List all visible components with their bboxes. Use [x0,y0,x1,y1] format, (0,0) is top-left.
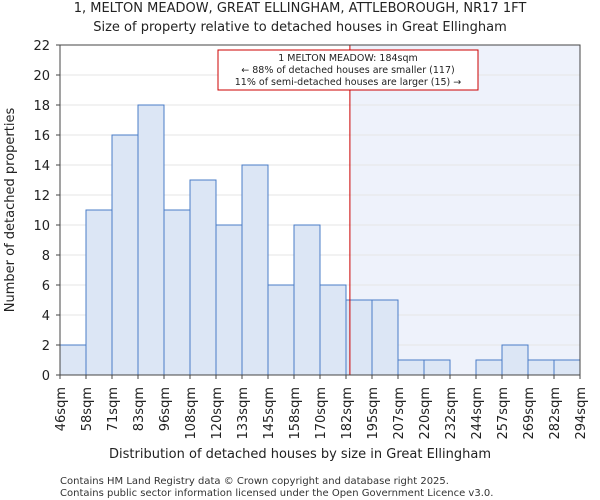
bar-120sqm [215,224,243,376]
x-tick-label: 120sqm [210,387,225,440]
footer-line2: Contains public sector information licen… [60,488,493,499]
x-tick-label: 158sqm [288,387,303,440]
x-tick-label: 83sqm [132,387,147,431]
bar-83sqm [137,104,165,376]
y-tick-label: 8 [42,249,50,264]
bar-257sqm [501,344,529,376]
y-tick-label: 12 [33,189,50,204]
footer-line1: Contains HM Land Registry data © Crown c… [60,476,449,487]
bar-133sqm [241,164,269,376]
x-tick-label: 133sqm [236,387,251,440]
x-tick-label: 71sqm [106,387,121,431]
x-axis-label: Distribution of detached houses by size … [109,447,491,462]
bar-269sqm [527,359,555,376]
x-tick-label: 195sqm [366,387,381,440]
chart-title-line1: 1, MELTON MEADOW, GREAT ELLINGHAM, ATTLE… [74,1,527,16]
x-tick-label: 282sqm [548,387,563,440]
x-tick-label: 58sqm [80,387,95,431]
x-tick-label: 294sqm [574,387,589,440]
annotation-line2: ← 88% of detached houses are smaller (11… [241,65,454,76]
bar-170sqm [319,284,347,376]
y-tick-label: 6 [42,279,50,294]
y-tick-label: 4 [42,309,50,324]
y-tick-label: 20 [33,69,50,84]
y-tick-label: 18 [33,99,50,114]
bar-46sqm [59,344,87,376]
x-tick-label: 232sqm [444,387,459,440]
y-tick-label: 16 [33,129,50,144]
bar-108sqm [189,179,217,376]
bar-145sqm [267,284,295,376]
bar-58sqm [85,209,113,376]
x-tick-label: 108sqm [184,387,199,440]
y-tick-label: 0 [42,369,50,384]
y-axis-label: Number of detached properties [3,108,18,313]
y-tick-label: 14 [33,159,50,174]
x-tick-label: 170sqm [314,387,329,440]
chart-title-line2: Size of property relative to detached ho… [93,20,507,35]
annotation-line3: 11% of semi-detached houses are larger (… [235,77,462,88]
x-tick-label: 145sqm [262,387,277,440]
bar-195sqm [371,299,399,376]
x-tick-label: 182sqm [340,387,355,440]
x-tick-label: 207sqm [392,387,407,440]
x-tick-label: 220sqm [418,387,433,440]
y-tick-label: 22 [33,39,50,54]
x-tick-label: 96sqm [158,387,173,431]
y-tick-label: 10 [33,219,50,234]
annotation-box: 1 MELTON MEADOW: 184sqm ← 88% of detache… [217,49,479,91]
bar-220sqm [423,359,451,376]
x-tick-label: 244sqm [470,387,485,440]
bar-96sqm [163,209,191,376]
x-tick-label: 46sqm [54,387,69,431]
bar-282sqm [553,359,581,376]
bar-71sqm [111,134,139,376]
x-tick-label: 269sqm [522,387,537,440]
bar-244sqm [475,359,503,376]
bar-158sqm [293,224,321,376]
x-tick-label: 257sqm [496,387,511,440]
bar-207sqm [397,359,425,376]
y-tick-label: 2 [42,339,50,354]
annotation-line1: 1 MELTON MEADOW: 184sqm [278,53,418,64]
